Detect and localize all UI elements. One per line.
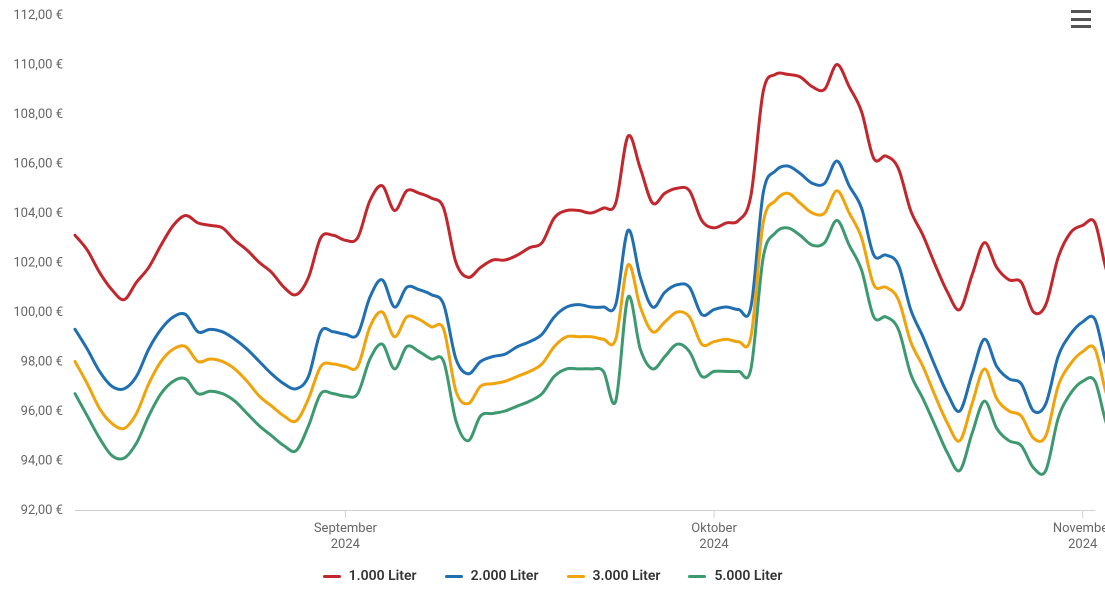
- y-axis-label: 98,00 €: [21, 355, 63, 370]
- chart-legend: 1.000 Liter 2.000 Liter 3.000 Liter 5.000 L…: [0, 568, 1105, 584]
- x-axis-label-year: 2024: [331, 537, 361, 552]
- x-axis-label-month: Oktober: [691, 521, 737, 536]
- x-axis-label-month: November: [1053, 521, 1105, 536]
- series-line: [75, 191, 1105, 442]
- y-axis-label: 92,00 €: [21, 503, 63, 518]
- legend-item[interactable]: 2.000 Liter: [445, 568, 539, 584]
- series-line: [75, 64, 1105, 313]
- y-axis-label: 96,00 €: [21, 404, 63, 419]
- y-axis-label: 108,00 €: [13, 107, 63, 122]
- legend-swatch: [688, 575, 706, 578]
- legend-swatch: [323, 575, 341, 578]
- legend-label: 1.000 Liter: [349, 568, 417, 584]
- y-axis-label: 110,00 €: [13, 58, 63, 73]
- x-axis-label-year: 2024: [1068, 537, 1098, 552]
- y-axis-label: 106,00 €: [13, 157, 63, 172]
- series-line: [75, 220, 1105, 474]
- legend-item[interactable]: 5.000 Liter: [688, 568, 782, 584]
- hamburger-menu-icon[interactable]: [1071, 10, 1091, 28]
- legend-label: 3.000 Liter: [593, 568, 661, 584]
- x-axis-label-month: September: [314, 521, 378, 536]
- legend-swatch: [567, 575, 585, 578]
- legend-swatch: [445, 575, 463, 578]
- y-axis-label: 94,00 €: [21, 454, 63, 469]
- legend-label: 2.000 Liter: [471, 568, 539, 584]
- y-axis-label: 104,00 €: [13, 206, 63, 221]
- y-axis-label: 112,00 €: [13, 8, 63, 23]
- legend-item[interactable]: 3.000 Liter: [567, 568, 661, 584]
- x-axis-label-year: 2024: [699, 537, 729, 552]
- legend-label: 5.000 Liter: [714, 568, 782, 584]
- line-chart: 92,00 € 94,00 € 96,00 € 98,00 € 100,00 € 102,…: [0, 0, 1105, 602]
- y-axis-label: 102,00 €: [13, 256, 63, 271]
- series-line: [75, 161, 1105, 413]
- y-axis-label: 100,00 €: [13, 305, 63, 320]
- legend-item[interactable]: 1.000 Liter: [323, 568, 417, 584]
- chart-container: 92,00 € 94,00 € 96,00 € 98,00 € 100,00 € 102,…: [0, 0, 1105, 602]
